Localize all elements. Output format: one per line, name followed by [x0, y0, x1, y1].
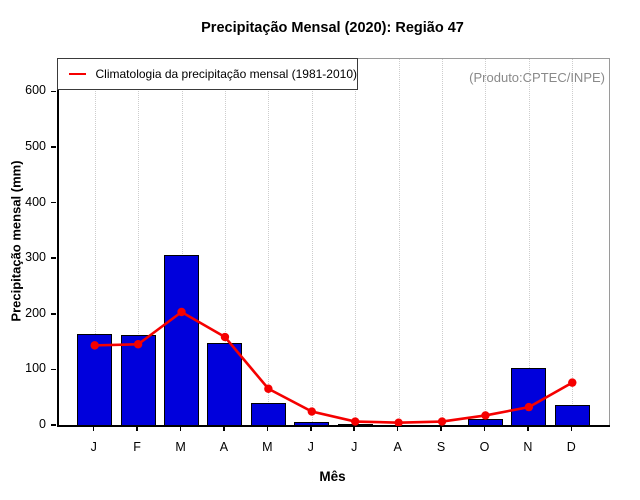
x-tick-label: O	[479, 440, 490, 454]
month-gridline	[311, 59, 313, 426]
y-tick-label: 300	[25, 250, 46, 265]
climatology-point	[481, 411, 490, 420]
x-tick-label: D	[566, 440, 576, 454]
climatology-point	[568, 378, 577, 387]
month-gridline	[138, 59, 140, 426]
climatology-point	[307, 407, 316, 416]
x-tick-label: J	[351, 440, 358, 454]
y-tick-label: 200	[25, 305, 46, 320]
x-tick-mark	[223, 426, 225, 431]
legend: Climatologia da precipitação mensal (198…	[57, 58, 358, 90]
climatology-point	[524, 402, 534, 412]
climatology-point	[177, 307, 186, 317]
climatology-point	[264, 384, 273, 393]
plot-area: Climatologia da precipitação mensal (198…	[57, 58, 610, 427]
climatology-line-series	[90, 307, 577, 426]
x-tick-mark	[310, 426, 312, 431]
x-tick-label: F	[133, 440, 141, 454]
x-tick-label: J	[307, 440, 314, 454]
climatology-point	[351, 417, 360, 426]
precipitation-bar	[467, 419, 503, 426]
x-tick-label: A	[393, 440, 402, 454]
y-axis-line	[57, 90, 59, 427]
month-gridline	[224, 59, 226, 426]
precipitation-bar	[250, 403, 286, 426]
x-tick-label: N	[523, 440, 533, 454]
x-tick-mark	[136, 426, 138, 431]
x-tick-mark	[527, 426, 529, 431]
month-gridline	[528, 59, 530, 426]
x-tick-mark	[266, 426, 269, 431]
x-axis-title: Mês	[319, 469, 346, 484]
y-tick-label: 400	[25, 194, 46, 209]
month-gridline	[572, 59, 574, 426]
source-annotation: (Produto:CPTEC/INPE)	[469, 70, 605, 85]
precipitation-bar	[511, 367, 547, 426]
y-tick-mark	[51, 257, 56, 259]
y-tick-label: 0	[39, 417, 46, 431]
month-gridline	[181, 59, 183, 426]
x-tick-mark	[440, 426, 442, 431]
legend-label: Climatologia da precipitação mensal (198…	[95, 67, 357, 81]
climatology-point	[133, 340, 143, 349]
month-gridline	[94, 59, 96, 426]
precipitation-bar	[554, 404, 590, 426]
month-gridline	[355, 59, 357, 426]
precipitation-bar	[164, 255, 200, 426]
x-tick-label: M	[175, 440, 186, 454]
y-tick-label: 100	[25, 361, 46, 376]
climatology-point	[220, 332, 230, 342]
y-tick-mark	[51, 424, 56, 426]
precipitation-bar	[294, 422, 330, 426]
y-axis-title: Precipitação mensal (mm)	[8, 160, 24, 322]
x-tick-label: J	[90, 440, 97, 454]
x-tick-label: S	[436, 440, 446, 454]
climatology-point	[90, 341, 99, 350]
y-tick-label: 500	[25, 138, 46, 153]
y-tick-mark	[51, 313, 56, 315]
legend-line-swatch	[69, 73, 86, 75]
x-tick-mark	[92, 426, 95, 431]
x-tick-mark	[179, 426, 182, 431]
climatology-line	[94, 310, 573, 424]
x-tick-label: M	[262, 440, 273, 454]
x-axis-line	[57, 425, 610, 427]
month-gridline	[485, 59, 487, 426]
x-tick-mark	[570, 426, 573, 431]
chart-title: Precipitação Mensal (2020): Região 47	[201, 20, 464, 36]
y-tick-mark	[51, 146, 56, 148]
month-gridline	[442, 59, 444, 426]
x-tick-mark	[483, 426, 486, 431]
y-tick-mark	[51, 90, 56, 93]
climatology-point	[394, 418, 403, 426]
y-tick-mark	[51, 368, 56, 371]
y-tick-mark	[51, 201, 56, 204]
precipitation-bar	[207, 343, 243, 426]
month-gridline	[398, 59, 400, 426]
x-tick-mark	[353, 426, 355, 431]
precipitation-bar	[120, 335, 156, 426]
x-tick-label: A	[219, 440, 229, 454]
x-tick-mark	[396, 426, 399, 431]
climatology-point	[437, 417, 447, 426]
y-tick-label: 600	[25, 83, 46, 98]
month-gridline	[268, 59, 270, 426]
